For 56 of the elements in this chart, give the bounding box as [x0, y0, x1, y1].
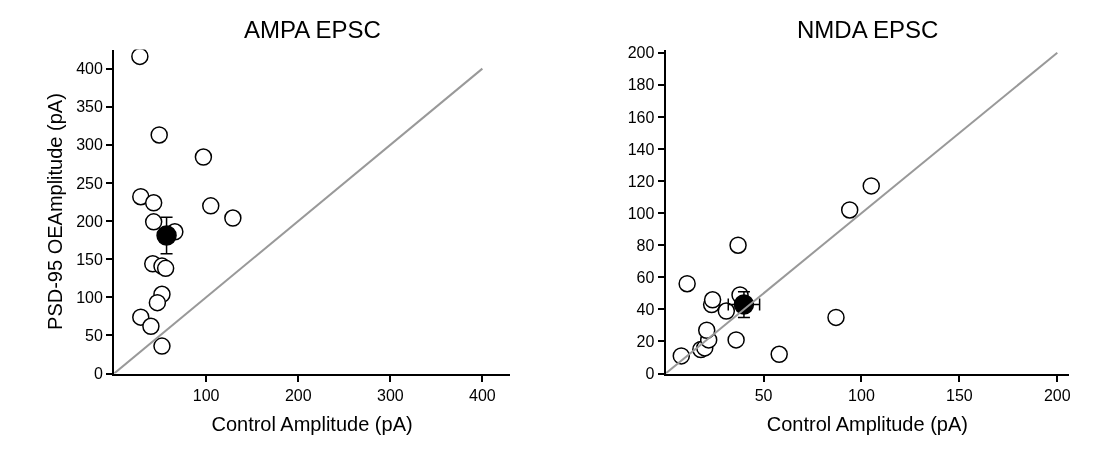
point — [840, 201, 859, 219]
point — [862, 177, 880, 195]
y-tick-label: 140 — [627, 140, 655, 158]
x-tick-label: 200 — [284, 386, 312, 404]
point — [144, 194, 163, 212]
x-tick-label: 300 — [376, 386, 404, 404]
point — [770, 345, 788, 364]
x-tick-label: 100 — [192, 386, 220, 404]
chart-title: AMPA EPSC — [244, 16, 381, 43]
point — [697, 321, 716, 339]
x-axis-title: Control Amplitude (pA) — [766, 412, 968, 435]
point — [678, 274, 696, 293]
x-tick-label: 150 — [946, 386, 973, 404]
y-tick-label: 160 — [627, 108, 655, 126]
point — [132, 187, 150, 206]
point — [153, 337, 171, 355]
y-tick-label: 250 — [76, 174, 103, 192]
y-tick-label: 120 — [627, 172, 655, 190]
y-tick-label: 50 — [85, 327, 103, 345]
point — [156, 225, 177, 246]
y-axis-title: PSD-95 OEAmplitude (pA) — [44, 93, 67, 330]
y-tick-label: 20 — [636, 333, 655, 351]
point — [144, 213, 163, 231]
y-tick-label: 350 — [76, 98, 103, 116]
x-tick-label: 400 — [469, 386, 496, 404]
chart-title: NMDA EPSC — [797, 16, 939, 43]
y-tick-label: 200 — [76, 212, 103, 230]
y-tick-label: 150 — [76, 250, 103, 268]
x-tick-label: 50 — [754, 386, 773, 404]
y-tick-label: 0 — [645, 365, 655, 383]
point — [717, 302, 736, 320]
point — [148, 293, 167, 312]
x-tick-label: 100 — [848, 386, 875, 404]
y-tick-label: 300 — [76, 136, 103, 154]
y-tick-label: 80 — [636, 236, 655, 254]
y-tick-label: 0 — [93, 365, 103, 383]
point — [224, 209, 242, 227]
y-tick-label: 60 — [636, 268, 655, 286]
x-tick-label: 200 — [1043, 386, 1071, 404]
point — [727, 331, 745, 349]
y-tick-label: 40 — [636, 301, 655, 318]
y-tick-label: 100 — [76, 288, 103, 306]
y-tick-label: 400 — [76, 60, 103, 78]
point — [131, 49, 149, 66]
point — [729, 236, 747, 254]
y-tick-label: 100 — [627, 204, 655, 222]
point — [827, 308, 845, 327]
point — [703, 291, 722, 309]
y-tick-label: 180 — [627, 76, 655, 94]
point — [150, 126, 168, 144]
x-axis-title: Control Amplitude (pA) — [211, 412, 413, 435]
point — [156, 259, 175, 278]
point — [194, 148, 213, 166]
y-tick-label: 200 — [627, 44, 655, 62]
point — [142, 317, 160, 336]
point — [202, 197, 220, 215]
